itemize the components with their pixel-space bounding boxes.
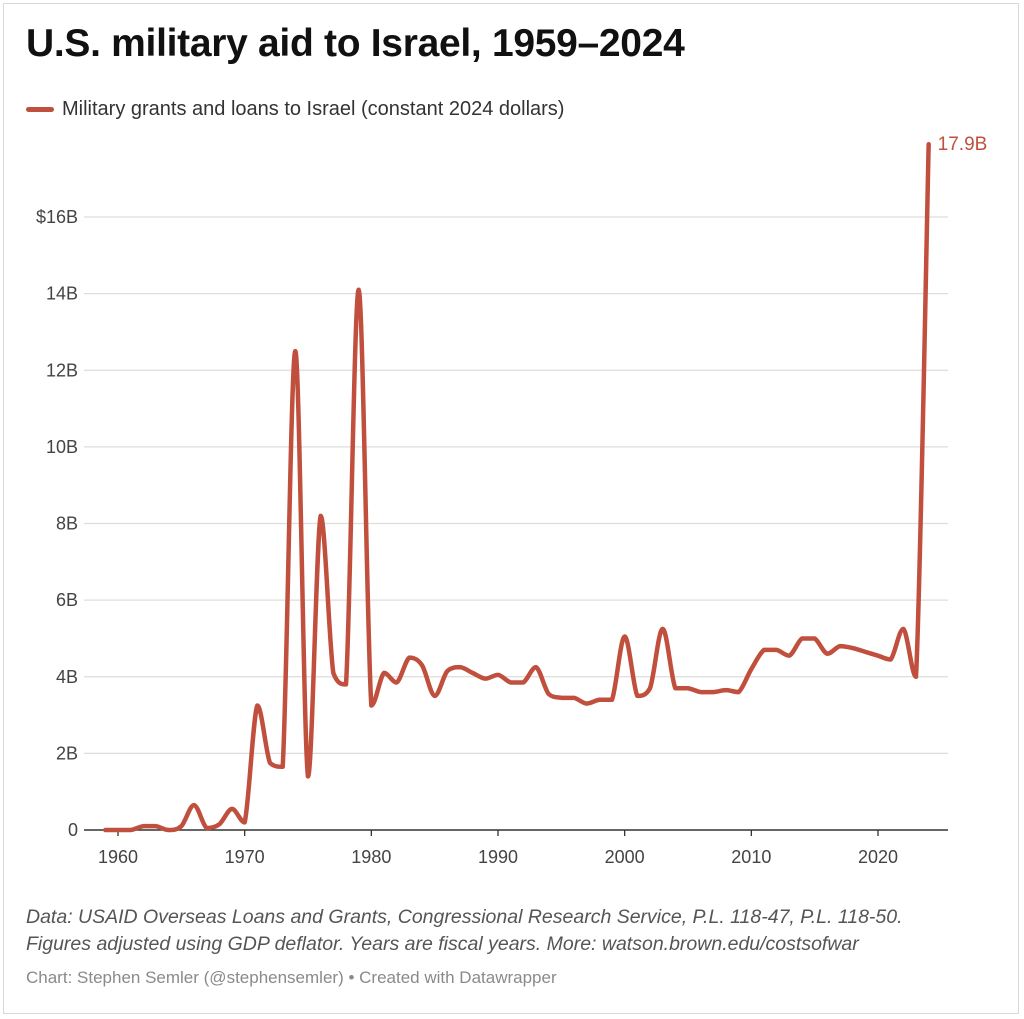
x-axis-ticks: 1960 1970 1980 1990 2000 2010 2020: [98, 830, 898, 867]
y-tick-label: 4B: [56, 667, 78, 687]
y-tick-label: 8B: [56, 514, 78, 534]
chart-frame: [3, 3, 1019, 1014]
x-tick-label: 1990: [478, 847, 518, 867]
y-tick-label: $16B: [36, 207, 78, 227]
x-tick-label: 1970: [225, 847, 265, 867]
y-tick-label: 12B: [46, 360, 78, 380]
x-tick-label: 1960: [98, 847, 138, 867]
line-chart: 0 2B 4B 6B 8B 10B 12B 14B $16B 1960 1970 1980 1990 2…: [36, 134, 988, 867]
source-note-line-1: Data: USAID Overseas Loans and Grants, C…: [26, 906, 903, 928]
chart-title: U.S. military aid to Israel, 1959–2024: [26, 22, 685, 65]
y-tick-label: 0: [68, 820, 78, 840]
y-axis-ticks: 0 2B 4B 6B 8B 10B 12B 14B $16B: [36, 207, 78, 840]
x-tick-label: 1980: [351, 847, 391, 867]
credit-line: Chart: Stephen Semler (@stephensemler) •…: [26, 968, 557, 988]
credit-tool: Created with Datawrapper: [359, 968, 557, 987]
x-tick-label: 2000: [605, 847, 645, 867]
y-tick-label: 6B: [56, 590, 78, 610]
x-tick-label: 2020: [858, 847, 898, 867]
end-value-label: 17.9B: [938, 134, 988, 155]
source-note-line-2: Figures adjusted using GDP deflator. Yea…: [26, 933, 859, 955]
series-line-military-aid: [103, 141, 931, 833]
gridlines: [84, 216, 948, 755]
credit-separator: •: [343, 968, 360, 987]
y-tick-label: 2B: [56, 743, 78, 763]
legend: Military grants and loans to Israel (con…: [26, 96, 564, 122]
y-tick-label: 14B: [46, 284, 78, 304]
y-tick-label: 10B: [46, 437, 78, 457]
source-note: Data: USAID Overseas Loans and Grants, C…: [26, 904, 903, 958]
legend-label: Military grants and loans to Israel (con…: [62, 97, 565, 120]
credit-author: Chart: Stephen Semler (@stephensemler): [26, 968, 344, 987]
legend-swatch: [26, 106, 54, 112]
x-tick-label: 2010: [731, 847, 771, 867]
